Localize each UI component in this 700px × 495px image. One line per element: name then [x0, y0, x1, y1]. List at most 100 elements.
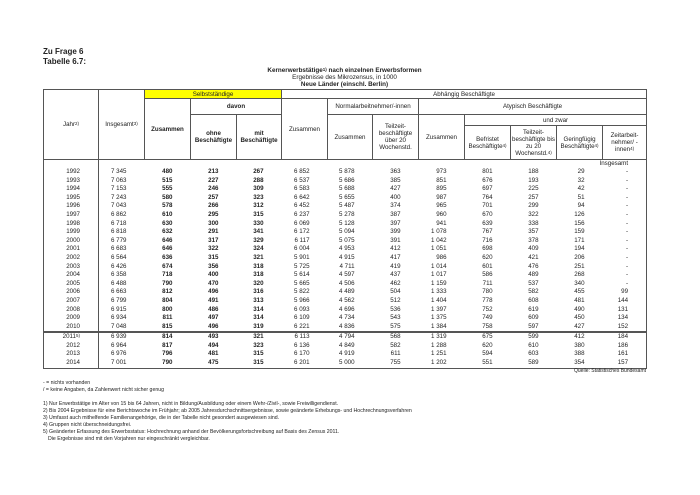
value-cell: 94: [577, 202, 585, 210]
value-cell: 973: [436, 168, 447, 175]
table-row: 2007 6 799 804 491 313 5 966 4 562 512 1 404 778 6…: [43, 296, 647, 306]
value-cell: 676: [482, 176, 493, 184]
value-cell: 594: [482, 350, 493, 358]
year-cell: 2014: [43, 359, 99, 369]
value-cell: 319: [253, 322, 264, 330]
table-row: 1998 6 718 630 300 330 6 069 5 128 397 941 639 338…: [43, 219, 647, 229]
value-cell: 609: [528, 314, 539, 322]
value-cell: 6 172: [294, 228, 310, 236]
value-cell: 801: [482, 168, 493, 175]
value-cell: 387: [390, 210, 401, 218]
value-cell: 5 725: [294, 262, 310, 270]
value-cell: 5 878: [339, 168, 355, 175]
value-cell: 4 953: [339, 245, 355, 253]
section-row: Insgesamt: [43, 159, 647, 168]
value-cell: 51: [577, 193, 585, 201]
value-cell: 299: [528, 202, 539, 210]
value-cell: 7 063: [111, 176, 127, 184]
value-cell: -: [626, 262, 629, 270]
value-cell: 324: [253, 245, 264, 253]
value-cell: 489: [528, 271, 539, 279]
value-cell: 987: [436, 193, 447, 201]
table-row: 2002 6 564 636 315 321 5 901 4 915 417 986 620 421…: [43, 253, 647, 263]
value-cell: 5 966: [294, 296, 310, 304]
value-cell: 632: [162, 228, 173, 236]
value-cell: 6 201: [294, 359, 310, 367]
value-cell: 5 655: [339, 193, 355, 201]
value-cell: 1 333: [431, 288, 447, 296]
value-cell: 193: [528, 176, 539, 184]
value-cell: 476: [528, 262, 539, 270]
table-row: 1999 6 818 632 291 341 6 172 5 094 399 1 078 767 3…: [43, 228, 647, 237]
year-cell: 2008: [43, 305, 99, 315]
header-atypisch: Atypisch Beschäftigte: [418, 98, 648, 115]
year-cell: 1993: [43, 176, 99, 186]
table-row: 2005 6 488 790 470 320 5 665 4 506 462 1 159 711 5…: [43, 279, 647, 289]
value-cell: 6 964: [111, 341, 127, 349]
value-cell: 675: [464, 331, 511, 342]
table-subtitle: Ergebnisse des Mikrozensus, in 1000: [292, 74, 397, 82]
value-cell: 670: [482, 210, 493, 218]
value-cell: 815: [162, 322, 173, 330]
value-cell: 312: [253, 202, 264, 210]
value-cell: 4 506: [339, 279, 355, 287]
value-cell: 391: [390, 236, 401, 244]
value-cell: 131: [617, 305, 629, 313]
value-cell: 701: [482, 202, 493, 210]
value-cell: 144: [617, 296, 629, 304]
value-cell: 409: [528, 245, 539, 253]
value-cell: 1 288: [431, 341, 447, 349]
value-cell: 99: [621, 288, 629, 296]
year-cell: 2010: [43, 322, 99, 333]
year-cell: 1996: [43, 202, 99, 211]
value-cell: 496: [208, 288, 219, 296]
value-cell: 450: [574, 314, 585, 322]
value-cell: 316: [253, 288, 264, 296]
table-row: 2010 7 048 815 496 319 6 221 4 836 575 1 384 758 5…: [43, 322, 647, 333]
value-cell: 965: [436, 202, 447, 210]
table-row: 2001 6 683 646 322 324 6 004 4 953 412 1 051 698 4…: [43, 245, 647, 254]
value-cell: 4 794: [327, 331, 373, 342]
value-cell: 42: [577, 185, 585, 193]
legend-slash: / = keine Angaben, da Zahlenwert nicht s…: [43, 387, 164, 393]
value-cell: 320: [253, 279, 264, 287]
value-cell: 5 128: [339, 219, 355, 227]
value-cell: 356: [208, 262, 219, 270]
year-cell: 2004: [43, 271, 99, 280]
value-cell: 639: [482, 219, 493, 227]
value-cell: 171: [574, 236, 585, 244]
value-cell: 5 075: [339, 236, 355, 244]
value-cell: 257: [528, 193, 539, 201]
value-cell: 6 852: [294, 168, 310, 175]
value-cell: 697: [482, 185, 493, 193]
value-cell: 6 939: [98, 331, 145, 342]
footnote-5-cont: Die Ergebnisse sind mit den Vorjahren nu…: [48, 436, 210, 442]
header-normal: Normalarbeitnehmer/-innen: [327, 98, 420, 115]
value-cell: 184: [602, 331, 647, 342]
year-cell: 2005: [43, 279, 99, 289]
value-cell: 1 159: [431, 279, 447, 287]
value-cell: 7 345: [111, 168, 127, 175]
value-cell: 412: [390, 245, 401, 253]
value-cell: -: [626, 253, 629, 261]
value-cell: 586: [482, 271, 493, 279]
value-cell: 611: [390, 350, 401, 358]
value-cell: 620: [482, 253, 493, 261]
value-cell: 5 665: [294, 279, 310, 287]
value-cell: 313: [253, 296, 264, 304]
value-cell: 941: [436, 219, 447, 227]
value-cell: 1 017: [431, 271, 447, 279]
value-cell: 315: [253, 359, 264, 367]
empty-cell: [43, 159, 99, 168]
value-cell: 227: [208, 176, 219, 184]
value-cell: 329: [253, 236, 264, 244]
table-row: 2008 6 915 800 486 314 6 093 4 696 536 1 397 752 6…: [43, 305, 647, 315]
header-selbst-zusammen: Zusammen: [144, 98, 191, 160]
value-cell: 213: [208, 168, 219, 175]
value-cell: 266: [208, 202, 219, 210]
header-und-zwar: und zwar: [464, 114, 648, 126]
value-cell: 6 779: [111, 236, 127, 244]
footnote-5: 5) Geänderter Erfassung des Erwerbsstatu…: [43, 429, 340, 435]
table-row: 2014 7 001 790 475 315 6 201 5 000 755 1 202 551 5…: [43, 359, 647, 369]
value-cell: 790: [162, 279, 173, 287]
